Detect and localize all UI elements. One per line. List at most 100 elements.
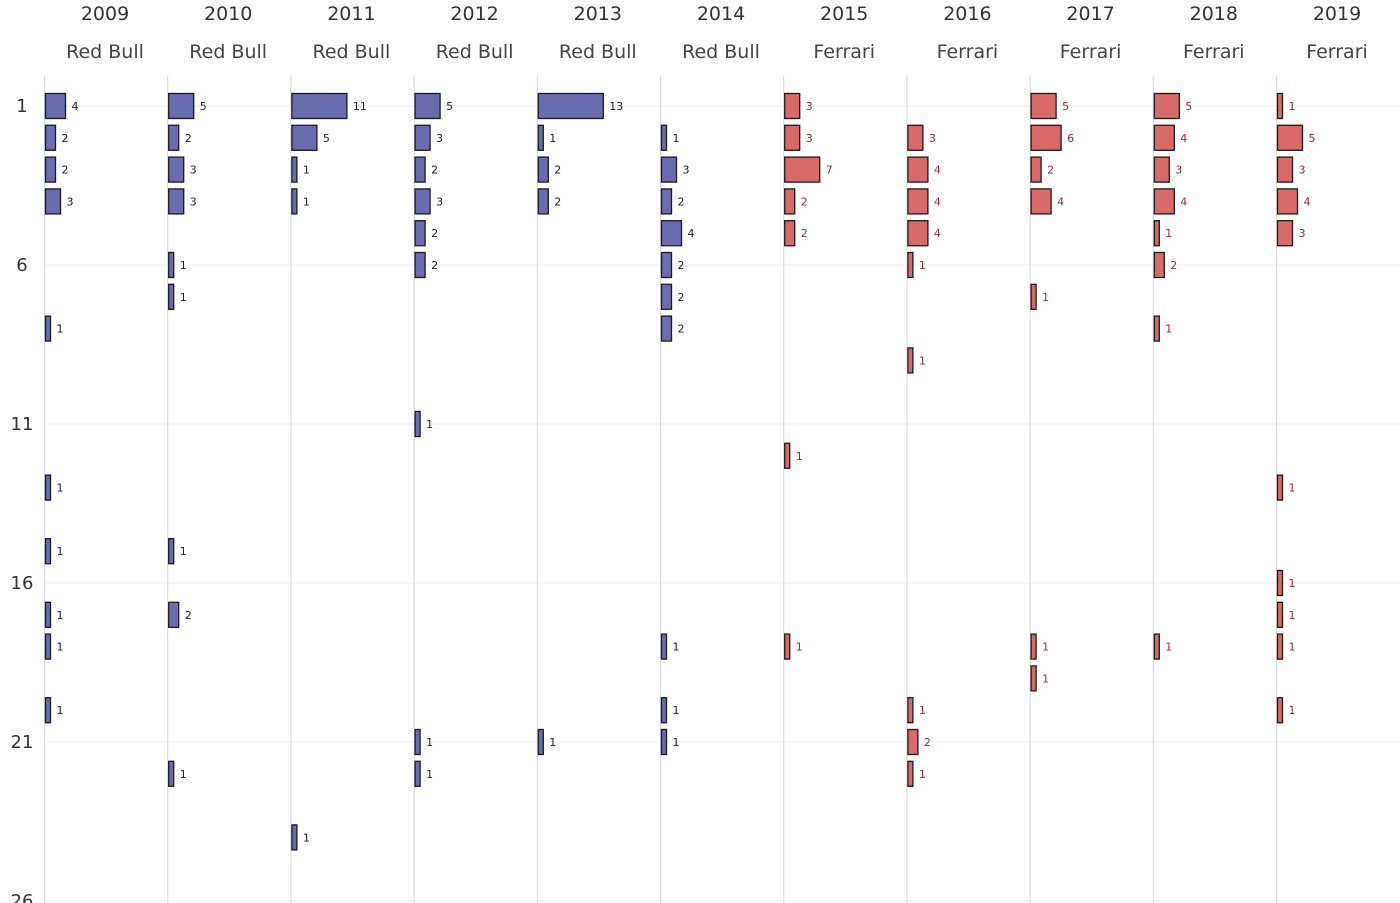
panel-year-label: 2019 — [1313, 3, 1361, 25]
y-tick-label: 21 — [11, 732, 34, 753]
bar — [1276, 188, 1299, 215]
bar-value-label: 1 — [180, 259, 187, 272]
bar — [907, 760, 914, 787]
bar-value-label: 3 — [683, 164, 690, 177]
bar-value-label: 1 — [1289, 100, 1296, 113]
bar-value-label: 13 — [609, 100, 623, 113]
bar — [1030, 124, 1062, 151]
bar — [414, 251, 426, 279]
bar — [1276, 569, 1284, 597]
bar-value-label: 2 — [62, 164, 69, 177]
panel-team-label: Red Bull — [682, 41, 760, 63]
bar — [168, 538, 175, 565]
bar-value-label: 4 — [934, 164, 941, 177]
panel-team-label: Ferrari — [1060, 41, 1122, 63]
bar-value-label: 1 — [180, 291, 187, 304]
bar — [414, 410, 421, 438]
bar — [660, 124, 668, 151]
bar — [1153, 251, 1165, 279]
bar-value-label: 3 — [1175, 164, 1182, 177]
bar — [907, 188, 929, 215]
bar — [1276, 124, 1304, 151]
bar — [1276, 633, 1284, 660]
bar-value-label: 2 — [924, 736, 931, 749]
bar — [291, 124, 318, 151]
bar-value-label: 2 — [1170, 259, 1177, 272]
panel-year-label: 2010 — [204, 3, 252, 25]
bar-value-label: 1 — [57, 609, 64, 622]
bar — [1276, 220, 1294, 247]
bar — [660, 728, 668, 756]
bar — [1276, 697, 1284, 724]
bar-value-label: 1 — [673, 132, 680, 145]
panel-team-label: Red Bull — [189, 41, 267, 63]
bar-value-label: 1 — [57, 482, 64, 495]
bar — [907, 697, 914, 724]
bar-value-label: 5 — [1062, 100, 1069, 113]
bar — [1153, 188, 1175, 215]
bar-value-label: 1 — [673, 736, 680, 749]
bar-value-label: 6 — [1067, 132, 1074, 145]
bar-value-label: 1 — [919, 704, 926, 717]
bar-value-label: 1 — [673, 704, 680, 717]
panel-team-label: Red Bull — [313, 41, 391, 63]
bar-value-label: 1 — [303, 164, 310, 177]
bar — [1030, 283, 1037, 310]
bar — [414, 220, 426, 247]
bar-value-label: 4 — [72, 100, 79, 113]
bar-value-label: 1 — [1289, 577, 1296, 590]
grid-layer — [44, 76, 1400, 903]
bar — [1276, 474, 1284, 501]
bar-value-label: 2 — [801, 195, 808, 208]
bar — [168, 283, 175, 310]
bar — [291, 188, 298, 215]
y-tick-label: 11 — [11, 414, 34, 435]
bar-value-label: 1 — [1165, 641, 1172, 654]
bar — [414, 156, 426, 183]
bar-value-label: 1 — [796, 641, 803, 654]
bar — [1030, 665, 1037, 692]
bar — [784, 220, 796, 247]
bar — [660, 220, 683, 247]
bar-value-label: 1 — [1165, 227, 1172, 240]
bar — [907, 124, 924, 151]
bar — [1153, 124, 1175, 151]
bar — [907, 347, 914, 374]
bar-value-label: 5 — [1185, 100, 1192, 113]
bar-value-label: 1 — [303, 195, 310, 208]
bar-value-label: 11 — [353, 100, 367, 113]
bar-value-label: 1 — [1042, 672, 1049, 685]
bar — [414, 124, 431, 151]
panel-year-label: 2009 — [81, 3, 129, 25]
bar — [1030, 188, 1052, 215]
bar-value-label: 1 — [1165, 323, 1172, 336]
bar-value-label: 2 — [185, 609, 192, 622]
bar — [537, 124, 544, 151]
bar — [784, 92, 801, 120]
bar-value-label: 1 — [1289, 609, 1296, 622]
bar-value-label: 4 — [1304, 195, 1311, 208]
bar — [414, 760, 421, 787]
panel-team-label: Red Bull — [66, 41, 144, 63]
bar — [1276, 156, 1294, 183]
bar-value-label: 4 — [934, 195, 941, 208]
bar-value-label: 1 — [57, 545, 64, 558]
y-tick-label: 16 — [11, 573, 34, 594]
bar — [44, 156, 57, 183]
bars: 4223111111523311121115111532322111131221… — [44, 92, 1316, 851]
panel-headers: 2009 Red Bull 2010 Red Bull 2011 Red Bull 2012… — [66, 3, 1368, 63]
bar-value-label: 4 — [1057, 195, 1064, 208]
bar — [537, 92, 604, 120]
bar-value-label: 1 — [57, 704, 64, 717]
panel-year-label: 2017 — [1066, 3, 1114, 25]
bar-value-label: 2 — [1047, 164, 1054, 177]
bar-value-label: 1 — [919, 768, 926, 781]
bar — [660, 283, 673, 310]
bar — [784, 188, 796, 215]
bar-value-label: 1 — [1289, 641, 1296, 654]
bar — [660, 251, 673, 279]
bar — [44, 124, 57, 151]
panel-team-label: Red Bull — [436, 41, 514, 63]
